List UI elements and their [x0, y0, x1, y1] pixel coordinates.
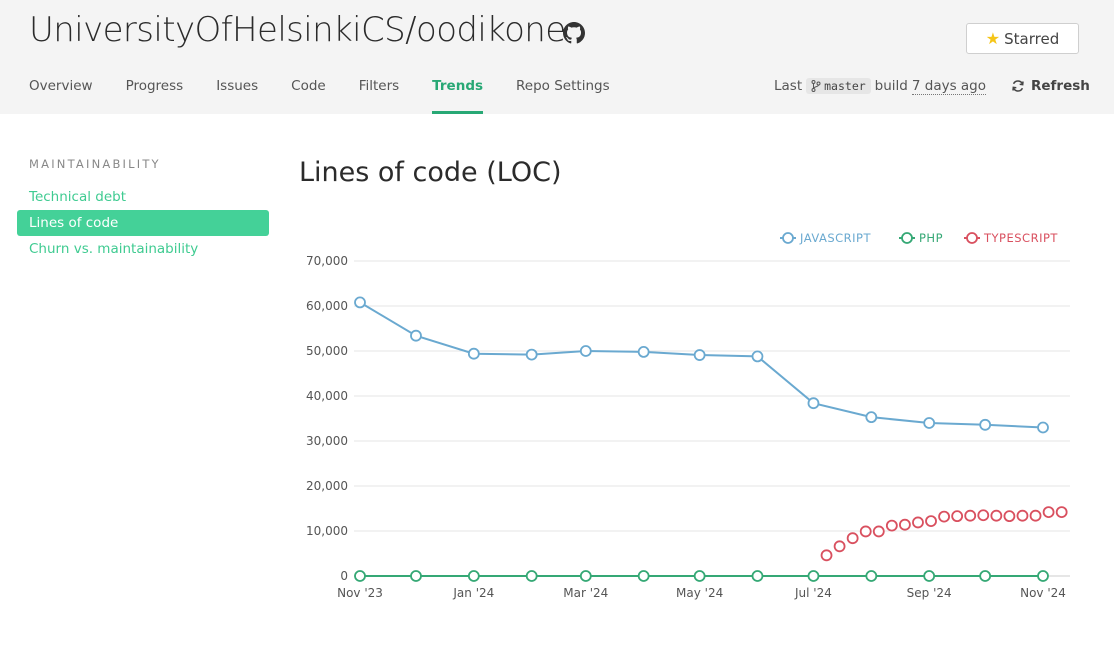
x-tick-label: Mar '24 [563, 586, 608, 600]
refresh-icon [1012, 80, 1024, 92]
data-point-php [637, 570, 650, 582]
data-point-javascript [807, 397, 820, 410]
build-prefix: Last [774, 78, 803, 94]
data-point-typescript [1016, 509, 1029, 522]
data-point-javascript [751, 350, 764, 363]
data-point-php [807, 570, 820, 582]
data-point-php [354, 570, 366, 582]
data-point-typescript [1055, 506, 1068, 519]
repo-title[interactable]: UniversityOfHelsinkiCS/oodikone [29, 10, 566, 50]
legend-marker [901, 232, 913, 244]
x-tick-label: May '24 [676, 586, 723, 600]
data-point-typescript [833, 540, 846, 553]
page-title: Lines of code (LOC) [299, 157, 562, 188]
github-icon[interactable] [563, 22, 585, 44]
y-tick-label: 30,000 [306, 434, 348, 448]
sidebar-item-churn-vs-maintainability[interactable]: Churn vs. maintainability [29, 241, 199, 257]
x-tick-label: Jan '24 [452, 586, 494, 600]
data-point-php [865, 570, 878, 582]
data-point-javascript [923, 417, 936, 429]
data-point-typescript [1042, 506, 1055, 519]
data-point-php [979, 570, 992, 582]
y-tick-label: 50,000 [306, 344, 348, 358]
refresh-button[interactable]: Refresh [1011, 78, 1090, 94]
data-point-typescript [899, 518, 911, 531]
data-point-typescript [872, 525, 885, 538]
x-tick-label: Nov '23 [337, 586, 383, 600]
data-point-php [693, 570, 706, 582]
data-point-javascript [979, 418, 992, 431]
legend-label: TYPESCRIPT [983, 231, 1058, 245]
main-nav: Overview Progress Issues Code Filters Tr… [29, 78, 643, 114]
data-point-typescript [912, 516, 924, 529]
data-point-typescript [820, 549, 833, 562]
series-line-javascript [359, 301, 1044, 429]
y-tick-label: 10,000 [306, 524, 348, 538]
data-point-javascript [637, 345, 650, 358]
data-point-typescript [951, 510, 964, 523]
repo-header: UniversityOfHelsinkiCS/oodikone ★ Starre… [0, 0, 1114, 114]
data-point-typescript [977, 509, 990, 522]
data-point-javascript [1037, 421, 1049, 434]
data-point-typescript [859, 525, 872, 538]
tab-issues[interactable]: Issues [216, 78, 259, 94]
tab-code[interactable]: Code [291, 78, 326, 94]
data-point-javascript [354, 296, 366, 309]
branch-name: master [824, 79, 866, 93]
tab-repo-settings[interactable]: Repo Settings [516, 78, 610, 94]
data-point-typescript [846, 532, 859, 545]
star-icon: ★ [985, 28, 1001, 48]
data-point-php [525, 570, 538, 582]
data-point-typescript [925, 515, 937, 528]
data-point-php [1037, 570, 1049, 582]
sidebar-item-lines-of-code[interactable]: Lines of code [17, 210, 269, 236]
data-point-php [579, 570, 592, 582]
data-point-typescript [990, 509, 1003, 522]
refresh-label: Refresh [1031, 78, 1090, 94]
data-point-javascript [410, 329, 422, 342]
data-point-javascript [525, 348, 538, 361]
branch-chip[interactable]: master [806, 78, 871, 94]
x-tick-label: Nov '24 [1020, 586, 1066, 600]
y-tick-label: 0 [340, 569, 348, 583]
legend-label: JAVASCRIPT [799, 231, 871, 245]
loc-chart: 0 10,000 20,000 30,000 40,000 50,000 60,000 70,… [306, 231, 1070, 600]
build-middle: build [874, 78, 908, 94]
data-point-javascript [467, 347, 480, 360]
tab-progress[interactable]: Progress [125, 78, 184, 94]
starred-button[interactable]: ★ Starred [966, 23, 1079, 54]
legend-label: PHP [919, 231, 943, 245]
tab-trends[interactable]: Trends [432, 78, 483, 114]
data-point-typescript [964, 509, 977, 522]
y-tick-label: 20,000 [306, 479, 348, 493]
sidebar-item-technical-debt[interactable]: Technical debt [29, 189, 127, 205]
starred-label: Starred [1004, 29, 1060, 48]
tab-overview[interactable]: Overview [29, 78, 93, 94]
data-point-php [923, 570, 936, 582]
data-point-javascript [579, 345, 592, 357]
data-point-typescript [885, 519, 898, 532]
data-point-php [751, 570, 764, 582]
tab-filters[interactable]: Filters [358, 78, 400, 94]
x-tick-label: Jul '24 [794, 586, 832, 600]
data-point-typescript [938, 510, 950, 523]
data-point-javascript [693, 349, 706, 361]
legend-marker [966, 232, 978, 244]
data-point-typescript [1029, 509, 1042, 522]
data-point-typescript [1003, 510, 1016, 523]
build-time-ago[interactable]: 7 days ago [911, 77, 987, 95]
y-tick-label: 40,000 [306, 389, 348, 403]
y-tick-label: 70,000 [306, 254, 348, 268]
build-info: Last master build 7 days ago [774, 76, 987, 96]
y-tick-label: 60,000 [306, 299, 348, 313]
data-point-javascript [865, 411, 878, 424]
git-branch-icon [811, 80, 821, 92]
data-point-php [410, 570, 422, 582]
legend-marker [782, 232, 794, 244]
sidebar-heading: MAINTAINABILITY [29, 157, 161, 171]
data-point-php [467, 570, 480, 582]
x-tick-label: Sep '24 [907, 586, 952, 600]
